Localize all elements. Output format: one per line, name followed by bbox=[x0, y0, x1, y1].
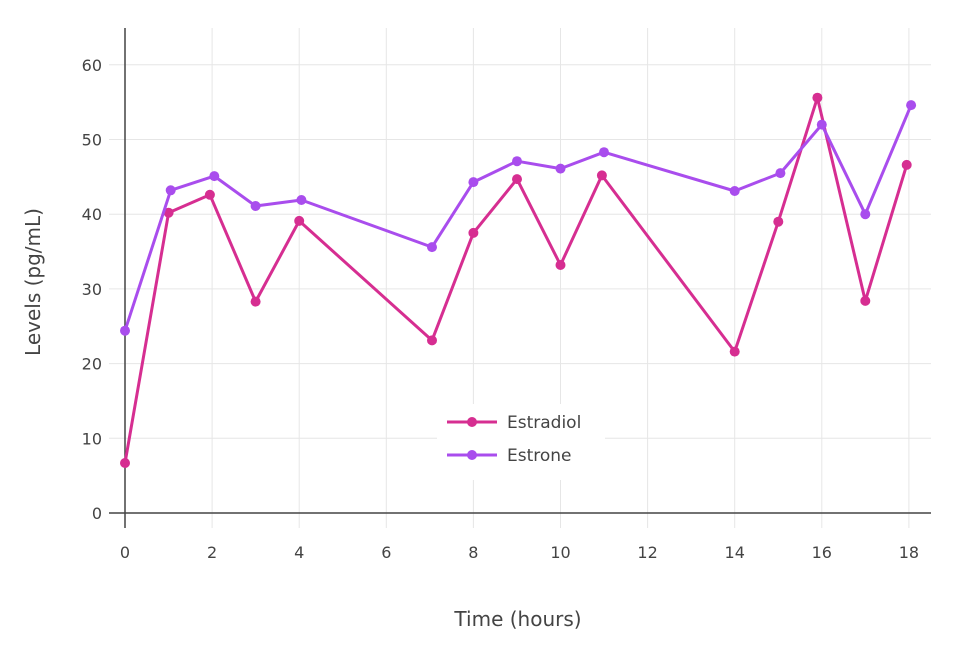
x-tick-label: 16 bbox=[812, 543, 832, 562]
legend-marker bbox=[467, 417, 477, 427]
x-tick-label: 6 bbox=[381, 543, 391, 562]
data-point bbox=[165, 185, 176, 196]
data-point bbox=[204, 189, 215, 200]
data-point bbox=[512, 174, 522, 185]
legend-background bbox=[437, 404, 605, 480]
legend: Estradiol Estrone bbox=[437, 404, 605, 480]
data-point bbox=[729, 346, 740, 357]
data-point bbox=[596, 170, 607, 181]
data-point bbox=[120, 458, 130, 468]
data-point bbox=[599, 147, 609, 158]
axes bbox=[109, 28, 931, 528]
data-point bbox=[209, 171, 220, 182]
y-tick-label: 60 bbox=[82, 56, 102, 75]
data-point bbox=[512, 156, 522, 167]
series-estradiol bbox=[120, 92, 912, 468]
series-layer bbox=[120, 92, 917, 468]
x-tick-label: 4 bbox=[294, 543, 304, 562]
data-point bbox=[775, 168, 786, 179]
data-point bbox=[860, 295, 871, 306]
x-axis-title: Time (hours) bbox=[453, 607, 581, 631]
data-point bbox=[729, 186, 740, 196]
y-tick-label: 30 bbox=[82, 280, 102, 299]
data-point bbox=[773, 216, 784, 227]
x-tick-label: 18 bbox=[899, 543, 919, 562]
x-tick-label: 0 bbox=[120, 543, 130, 562]
tick-labels: 0 2 4 6 8 10 12 14 16 18 0 10 20 30 40 50 60 bbox=[82, 56, 919, 562]
data-point bbox=[906, 100, 917, 111]
data-point bbox=[555, 163, 566, 174]
y-tick-label: 50 bbox=[82, 131, 102, 150]
grid-lines bbox=[109, 28, 931, 528]
legend-marker bbox=[467, 450, 477, 460]
data-point bbox=[555, 260, 566, 270]
series-estrone bbox=[120, 100, 917, 336]
y-tick-label: 0 bbox=[92, 504, 102, 523]
x-tick-label: 12 bbox=[637, 543, 657, 562]
data-point bbox=[427, 335, 437, 346]
x-tick-label: 8 bbox=[468, 543, 478, 562]
data-point bbox=[294, 215, 305, 226]
data-point bbox=[296, 195, 307, 205]
legend-item: Estrone bbox=[447, 446, 572, 466]
data-point bbox=[816, 119, 827, 130]
legend-label: Estradiol bbox=[507, 413, 581, 433]
y-axis-title: Levels (pg/mL) bbox=[21, 208, 45, 356]
data-point bbox=[250, 296, 261, 307]
data-point bbox=[250, 201, 261, 211]
data-point bbox=[468, 177, 479, 188]
data-point bbox=[427, 242, 437, 253]
legend-label: Estrone bbox=[507, 446, 572, 466]
data-point bbox=[120, 325, 130, 336]
x-tick-label: 14 bbox=[725, 543, 745, 562]
y-tick-label: 20 bbox=[82, 355, 102, 374]
x-tick-label: 2 bbox=[207, 543, 217, 562]
data-point bbox=[468, 227, 479, 238]
y-tick-label: 40 bbox=[82, 205, 102, 224]
data-point bbox=[860, 209, 871, 220]
y-tick-label: 10 bbox=[82, 429, 102, 448]
data-point bbox=[901, 159, 912, 170]
x-tick-label: 10 bbox=[550, 543, 570, 562]
series-line bbox=[123, 104, 913, 332]
data-point bbox=[812, 92, 823, 103]
legend-item: Estradiol bbox=[447, 413, 581, 433]
data-point bbox=[163, 207, 174, 218]
